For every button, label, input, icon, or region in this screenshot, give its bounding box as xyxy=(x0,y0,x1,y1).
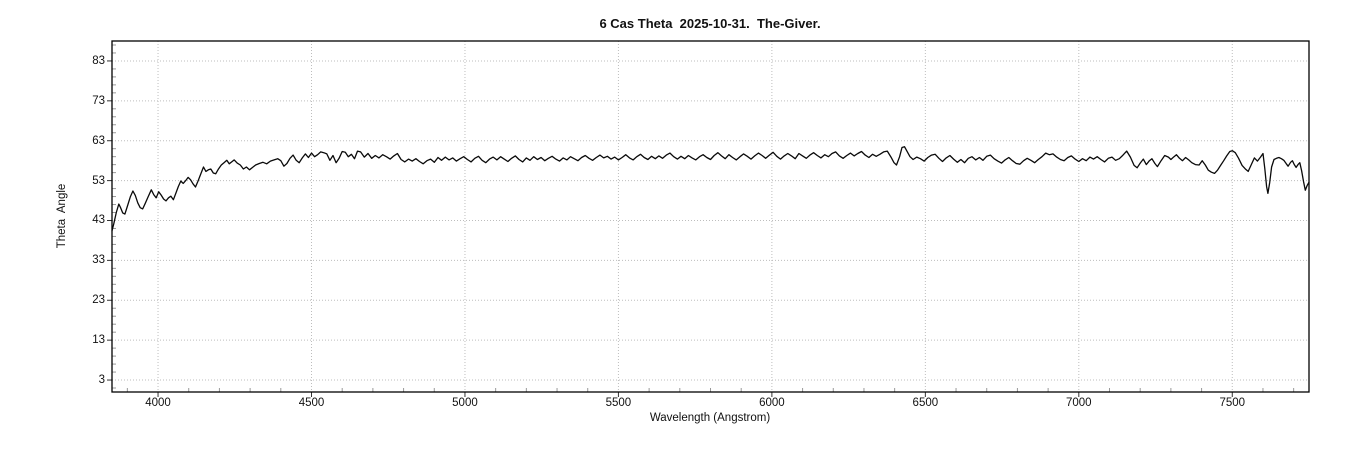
y-tick-label: 83 xyxy=(92,54,105,67)
plot-border xyxy=(111,40,1310,393)
x-tick-label: 5000 xyxy=(452,397,478,409)
x-tick-label: 6500 xyxy=(912,397,939,409)
y-tick-label: 33 xyxy=(92,254,105,267)
y-tick-label: 13 xyxy=(92,334,105,347)
y-tick-label: 73 xyxy=(92,94,105,107)
y-tick-label: 63 xyxy=(92,134,105,147)
x-tick-label: 7500 xyxy=(1219,397,1246,409)
x-tick-label: 4000 xyxy=(145,397,171,409)
y-tick-label: 3 xyxy=(98,374,105,387)
y-tick-label: 43 xyxy=(92,214,105,227)
x-tick-label: 6000 xyxy=(759,397,785,409)
y-tick-label: 23 xyxy=(92,294,105,307)
chart-title: 6 Cas Theta 2025-10-31. The-Giver. xyxy=(599,16,821,31)
y-tick-label: 53 xyxy=(92,174,105,187)
x-tick-label: 5500 xyxy=(605,397,632,409)
x-tick-label: 7000 xyxy=(1066,397,1092,409)
x-tick-label: 4500 xyxy=(298,397,325,409)
x-axis-label: Wavelength (Angstrom) xyxy=(649,412,771,424)
spectrum-line xyxy=(111,146,1310,232)
